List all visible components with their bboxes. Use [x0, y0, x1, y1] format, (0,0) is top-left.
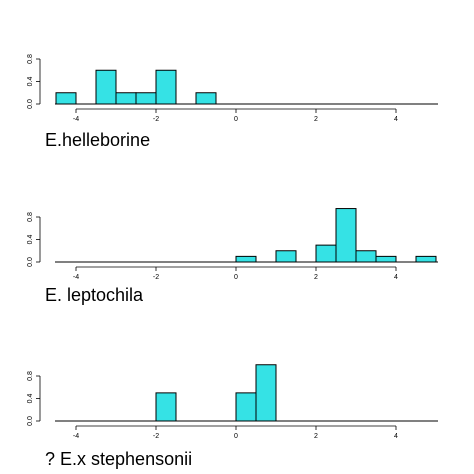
histogram-bar: [135, 92, 157, 105]
x-tick-label: 4: [394, 274, 398, 281]
x-tick-label: -2: [153, 116, 159, 123]
x-tick-label: -2: [153, 274, 159, 281]
x-tick-label: 0: [234, 433, 238, 440]
histogram-bar: [255, 364, 277, 422]
histogram-panel-2: -4 -2 0 2 4 0.0 0.4 0.8 E. leptochila: [27, 208, 438, 305]
x-tick-label: -4: [73, 274, 79, 281]
x-tick-label: 2: [314, 433, 318, 440]
histogram-panel-3: -4 -2 0 2 4 0.0 0.4 0.8 ? E.x stephensonii: [27, 364, 438, 469]
y-axis: 0.0 0.4 0.8: [27, 212, 41, 267]
panel-species-label: E.helleborine: [45, 130, 150, 150]
panel-species-label: E. leptochila: [45, 285, 144, 305]
histogram-bar: [415, 255, 437, 263]
histogram-bar: [275, 250, 297, 263]
histogram-bar: [115, 92, 137, 105]
x-tick-label: 4: [394, 116, 398, 123]
y-tick-label: 0.8: [27, 54, 34, 64]
y-tick-label: 0.0: [27, 99, 34, 109]
y-axis: 0.0 0.4 0.8: [27, 54, 41, 109]
x-tick-label: 0: [234, 116, 238, 123]
x-axis: -4 -2 0 2 4: [73, 108, 398, 123]
histogram-bar: [95, 69, 117, 105]
x-tick-label: 2: [314, 116, 318, 123]
y-tick-label: 0.4: [27, 235, 34, 245]
y-tick-label: 0.8: [27, 371, 34, 381]
histogram-bar: [155, 69, 177, 105]
histogram-bar: [55, 92, 77, 105]
y-tick-label: 0.8: [27, 212, 34, 222]
y-tick-label: 0.4: [27, 77, 34, 87]
histogram-bar: [195, 92, 217, 105]
histogram-panel-1: -4 -2 0 2 4 0.0 0.4 0.8 E.helleborine: [27, 54, 438, 150]
x-tick-label: 4: [394, 433, 398, 440]
x-axis: -4 -2 0 2 4: [73, 425, 398, 440]
x-tick-label: -2: [153, 433, 159, 440]
y-tick-label: 0.4: [27, 394, 34, 404]
histogram-bar: [355, 250, 377, 263]
histogram-bar: [315, 244, 337, 263]
x-axis: -4 -2 0 2 4: [73, 266, 398, 281]
x-tick-label: 0: [234, 274, 238, 281]
histogram-bar: [235, 392, 257, 422]
y-tick-label: 0.0: [27, 416, 34, 426]
y-axis: 0.0 0.4 0.8: [27, 371, 41, 426]
histogram-bar: [155, 392, 177, 422]
x-tick-label: -4: [73, 116, 79, 123]
x-tick-label: 2: [314, 274, 318, 281]
panel-species-label: ? E.x stephensonii: [45, 449, 192, 469]
histogram-bar: [375, 255, 397, 263]
histogram-bar: [235, 255, 257, 263]
y-tick-label: 0.0: [27, 257, 34, 267]
histogram-bar: [335, 208, 357, 263]
x-tick-label: -4: [73, 433, 79, 440]
